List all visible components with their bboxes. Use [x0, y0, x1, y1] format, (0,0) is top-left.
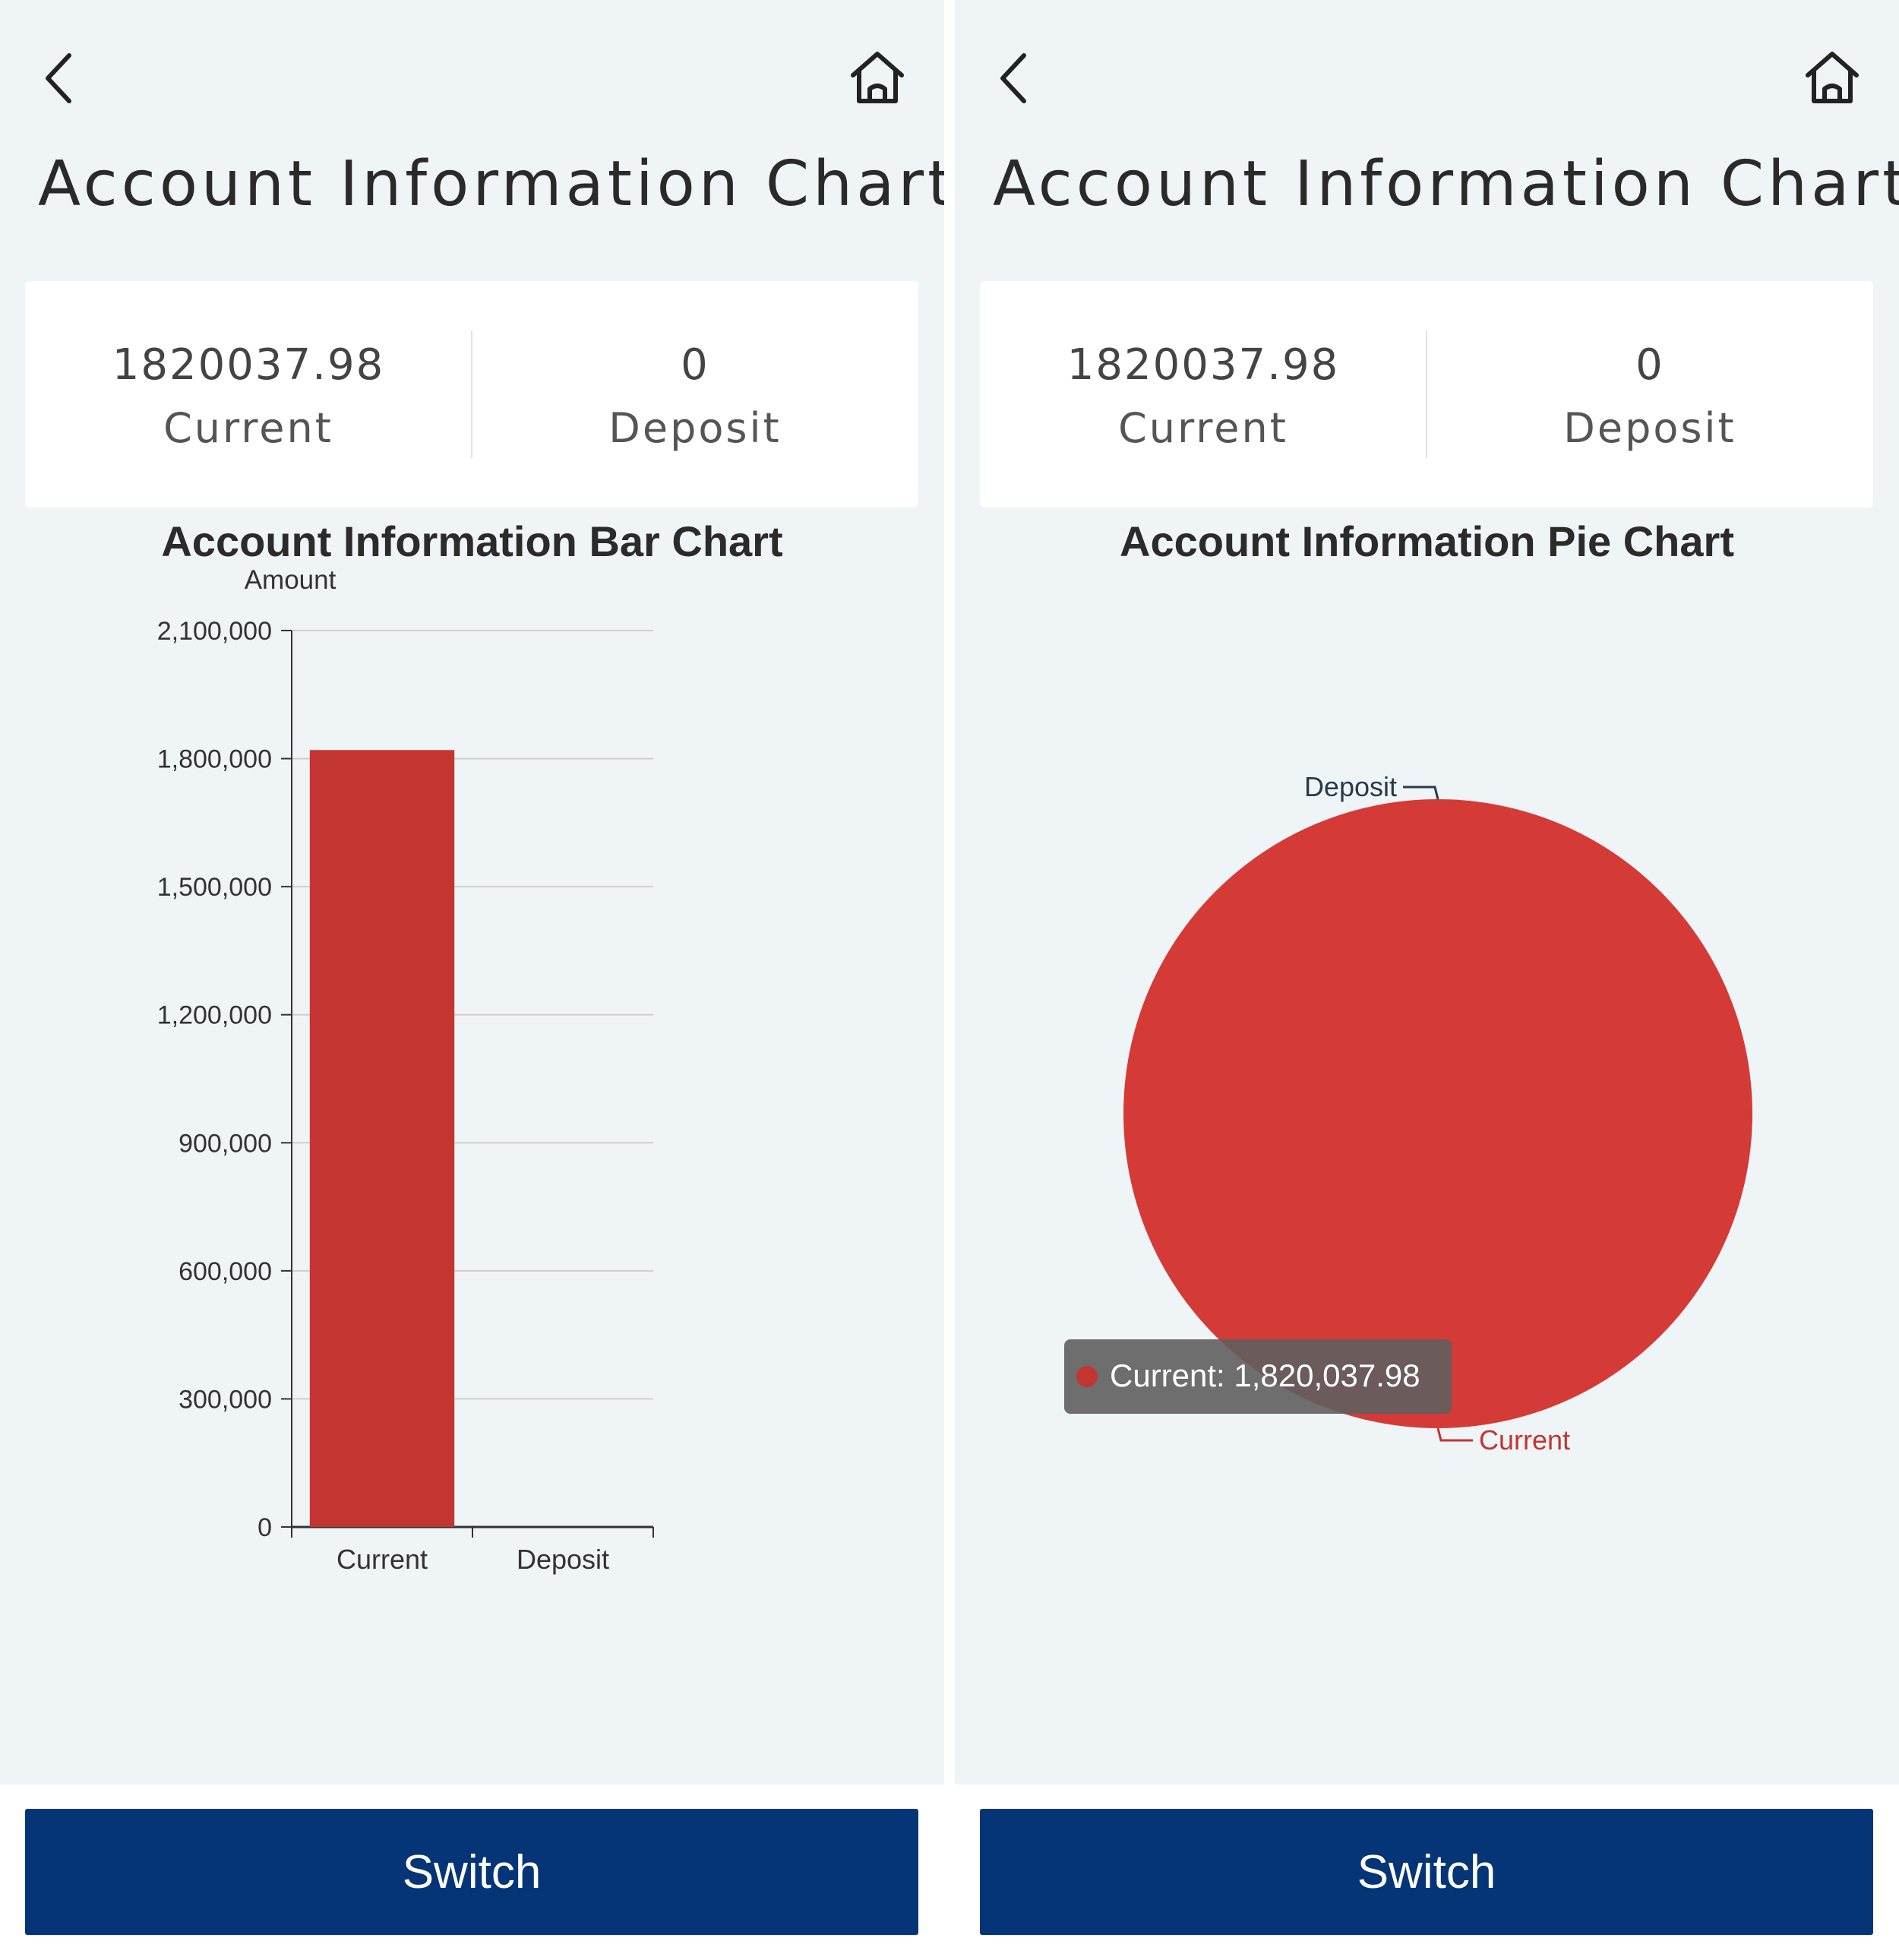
y-tick-label: 600,000 — [179, 1257, 272, 1286]
page-title: Account Information Chart — [38, 148, 944, 220]
account-summary-card: 1820037.98 Current 0 Deposit — [980, 281, 1873, 507]
pie-slice-current — [1123, 799, 1752, 1428]
deposit-summary: 0 Deposit — [1427, 281, 1873, 507]
summary-divider — [1426, 330, 1427, 458]
y-tick-label: 900,000 — [179, 1129, 272, 1158]
bar-chart-screen: Account Information Chart 1820037.98 Cur… — [0, 0, 944, 1960]
current-amount: 1820037.98 — [112, 340, 385, 390]
bar-chart: Amount 0 300,000 600,000 900,000 1,200,000 1,5… — [157, 565, 654, 1575]
pie-tooltip: Current: 1,820,037.98 — [1064, 1339, 1452, 1414]
pie-label-deposit: Deposit — [1304, 771, 1397, 802]
y-tick-label: 1,800,000 — [157, 745, 272, 774]
home-icon — [1806, 52, 1859, 103]
y-axis-title: Amount — [245, 565, 337, 595]
x-tick-label: Deposit — [517, 1544, 609, 1575]
back-button[interactable] — [26, 44, 94, 112]
chevron-left-icon — [1000, 53, 1026, 103]
y-tick-label: 2,100,000 — [157, 617, 272, 646]
tooltip-box — [1064, 1339, 1452, 1414]
deposit-amount: 0 — [681, 340, 709, 390]
pie-chart-title: Account Information Pie Chart — [1120, 517, 1734, 565]
chevron-left-icon — [46, 53, 71, 103]
summary-divider — [471, 330, 472, 458]
current-leader-line — [1436, 1427, 1473, 1442]
deposit-summary: 0 Deposit — [472, 281, 918, 507]
current-summary: 1820037.98 Current — [980, 281, 1427, 507]
switch-button[interactable]: Switch — [25, 1809, 918, 1935]
y-tick-label: 0 — [258, 1513, 272, 1542]
back-button[interactable] — [981, 44, 1049, 112]
current-label: Current — [1118, 404, 1288, 452]
bar-chart-title: Account Information Bar Chart — [161, 517, 783, 565]
home-button[interactable] — [1798, 44, 1866, 112]
deposit-amount: 0 — [1635, 340, 1664, 390]
deposit-label: Deposit — [1563, 404, 1736, 452]
switch-button[interactable]: Switch — [980, 1809, 1873, 1935]
deposit-leader-line — [1403, 786, 1439, 800]
pie-chart: Deposit Current Current: 1,820,037.98 — [1064, 771, 1752, 1456]
current-amount: 1820037.98 — [1066, 340, 1340, 390]
x-tick-label: Current — [337, 1544, 428, 1575]
account-summary-card: 1820037.98 Current 0 Deposit — [25, 281, 918, 507]
pie-chart-screen: Account Information Chart 1820037.98 Cur… — [955, 0, 1899, 1960]
y-tick-label: 1,500,000 — [157, 873, 272, 902]
bar-current — [309, 750, 455, 1527]
tooltip-text: Current: 1,820,037.98 — [1110, 1358, 1420, 1393]
y-tick-label: 300,000 — [179, 1385, 272, 1414]
current-label: Current — [163, 404, 333, 452]
tooltip-marker — [1076, 1366, 1098, 1387]
home-icon — [851, 52, 904, 103]
current-summary: 1820037.98 Current — [25, 281, 472, 507]
deposit-label: Deposit — [608, 404, 782, 452]
page-title: Account Information Chart — [993, 148, 1899, 220]
home-button[interactable] — [843, 44, 912, 112]
pie-label-current: Current — [1479, 1424, 1570, 1456]
y-tick-label: 1,200,000 — [157, 1001, 272, 1030]
